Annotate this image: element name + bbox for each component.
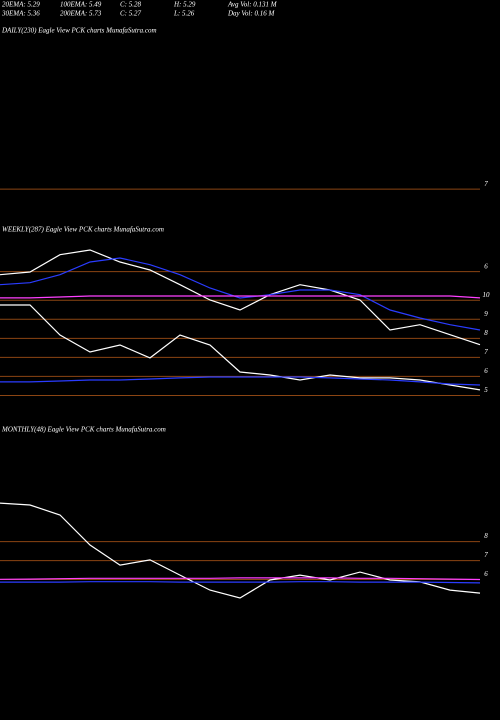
y-tick-label: 7 xyxy=(484,551,488,559)
y-tick-label: 6 xyxy=(484,570,488,578)
series-line xyxy=(0,581,481,584)
y-tick-label: 7 xyxy=(484,180,488,188)
y-tick-label: 8 xyxy=(484,532,488,540)
stat: 30EMA: 5.36 xyxy=(1,10,40,18)
stat: L: 5.26 xyxy=(173,10,195,18)
y-tick-label: 10 xyxy=(483,291,491,299)
series-line xyxy=(0,257,481,331)
header: 20EMA: 5.29 100EMA: 5.49 C: 5.28 H: 5.29… xyxy=(1,1,278,18)
stat: 200EMA: 5.73 xyxy=(60,10,102,18)
y-tick-label: 6 xyxy=(484,262,488,270)
y-tick-label: 7 xyxy=(484,348,488,356)
y-tick-label: 5 xyxy=(484,386,488,394)
series-line xyxy=(0,577,481,581)
panel-title: DAILY(230) Eagle View PCK charts MunafaS… xyxy=(1,27,157,35)
y-tick-label: 6 xyxy=(484,367,488,375)
series-line xyxy=(0,295,481,299)
series-line xyxy=(0,249,481,346)
series-line xyxy=(0,304,481,391)
y-tick-label: 8 xyxy=(484,329,488,337)
stat: 20EMA: 5.29 xyxy=(2,1,40,9)
stat: C: 5.27 xyxy=(120,10,142,18)
series-line xyxy=(0,376,481,386)
stat: Avg Vol: 0.131 M xyxy=(227,1,278,9)
stat: C: 5.28 xyxy=(120,1,142,9)
series-line xyxy=(0,502,481,599)
panel-title: MONTHLY(48) Eagle View PCK charts Munafa… xyxy=(1,426,166,434)
y-tick-label: 9 xyxy=(484,310,488,318)
stat: 100EMA: 5.49 xyxy=(60,1,102,9)
stat: Day Vol: 0.16 M xyxy=(227,10,275,18)
panel-title: WEEKLY(287) Eagle View PCK charts Munafa… xyxy=(2,226,164,234)
stat: H: 5.29 xyxy=(173,1,196,9)
